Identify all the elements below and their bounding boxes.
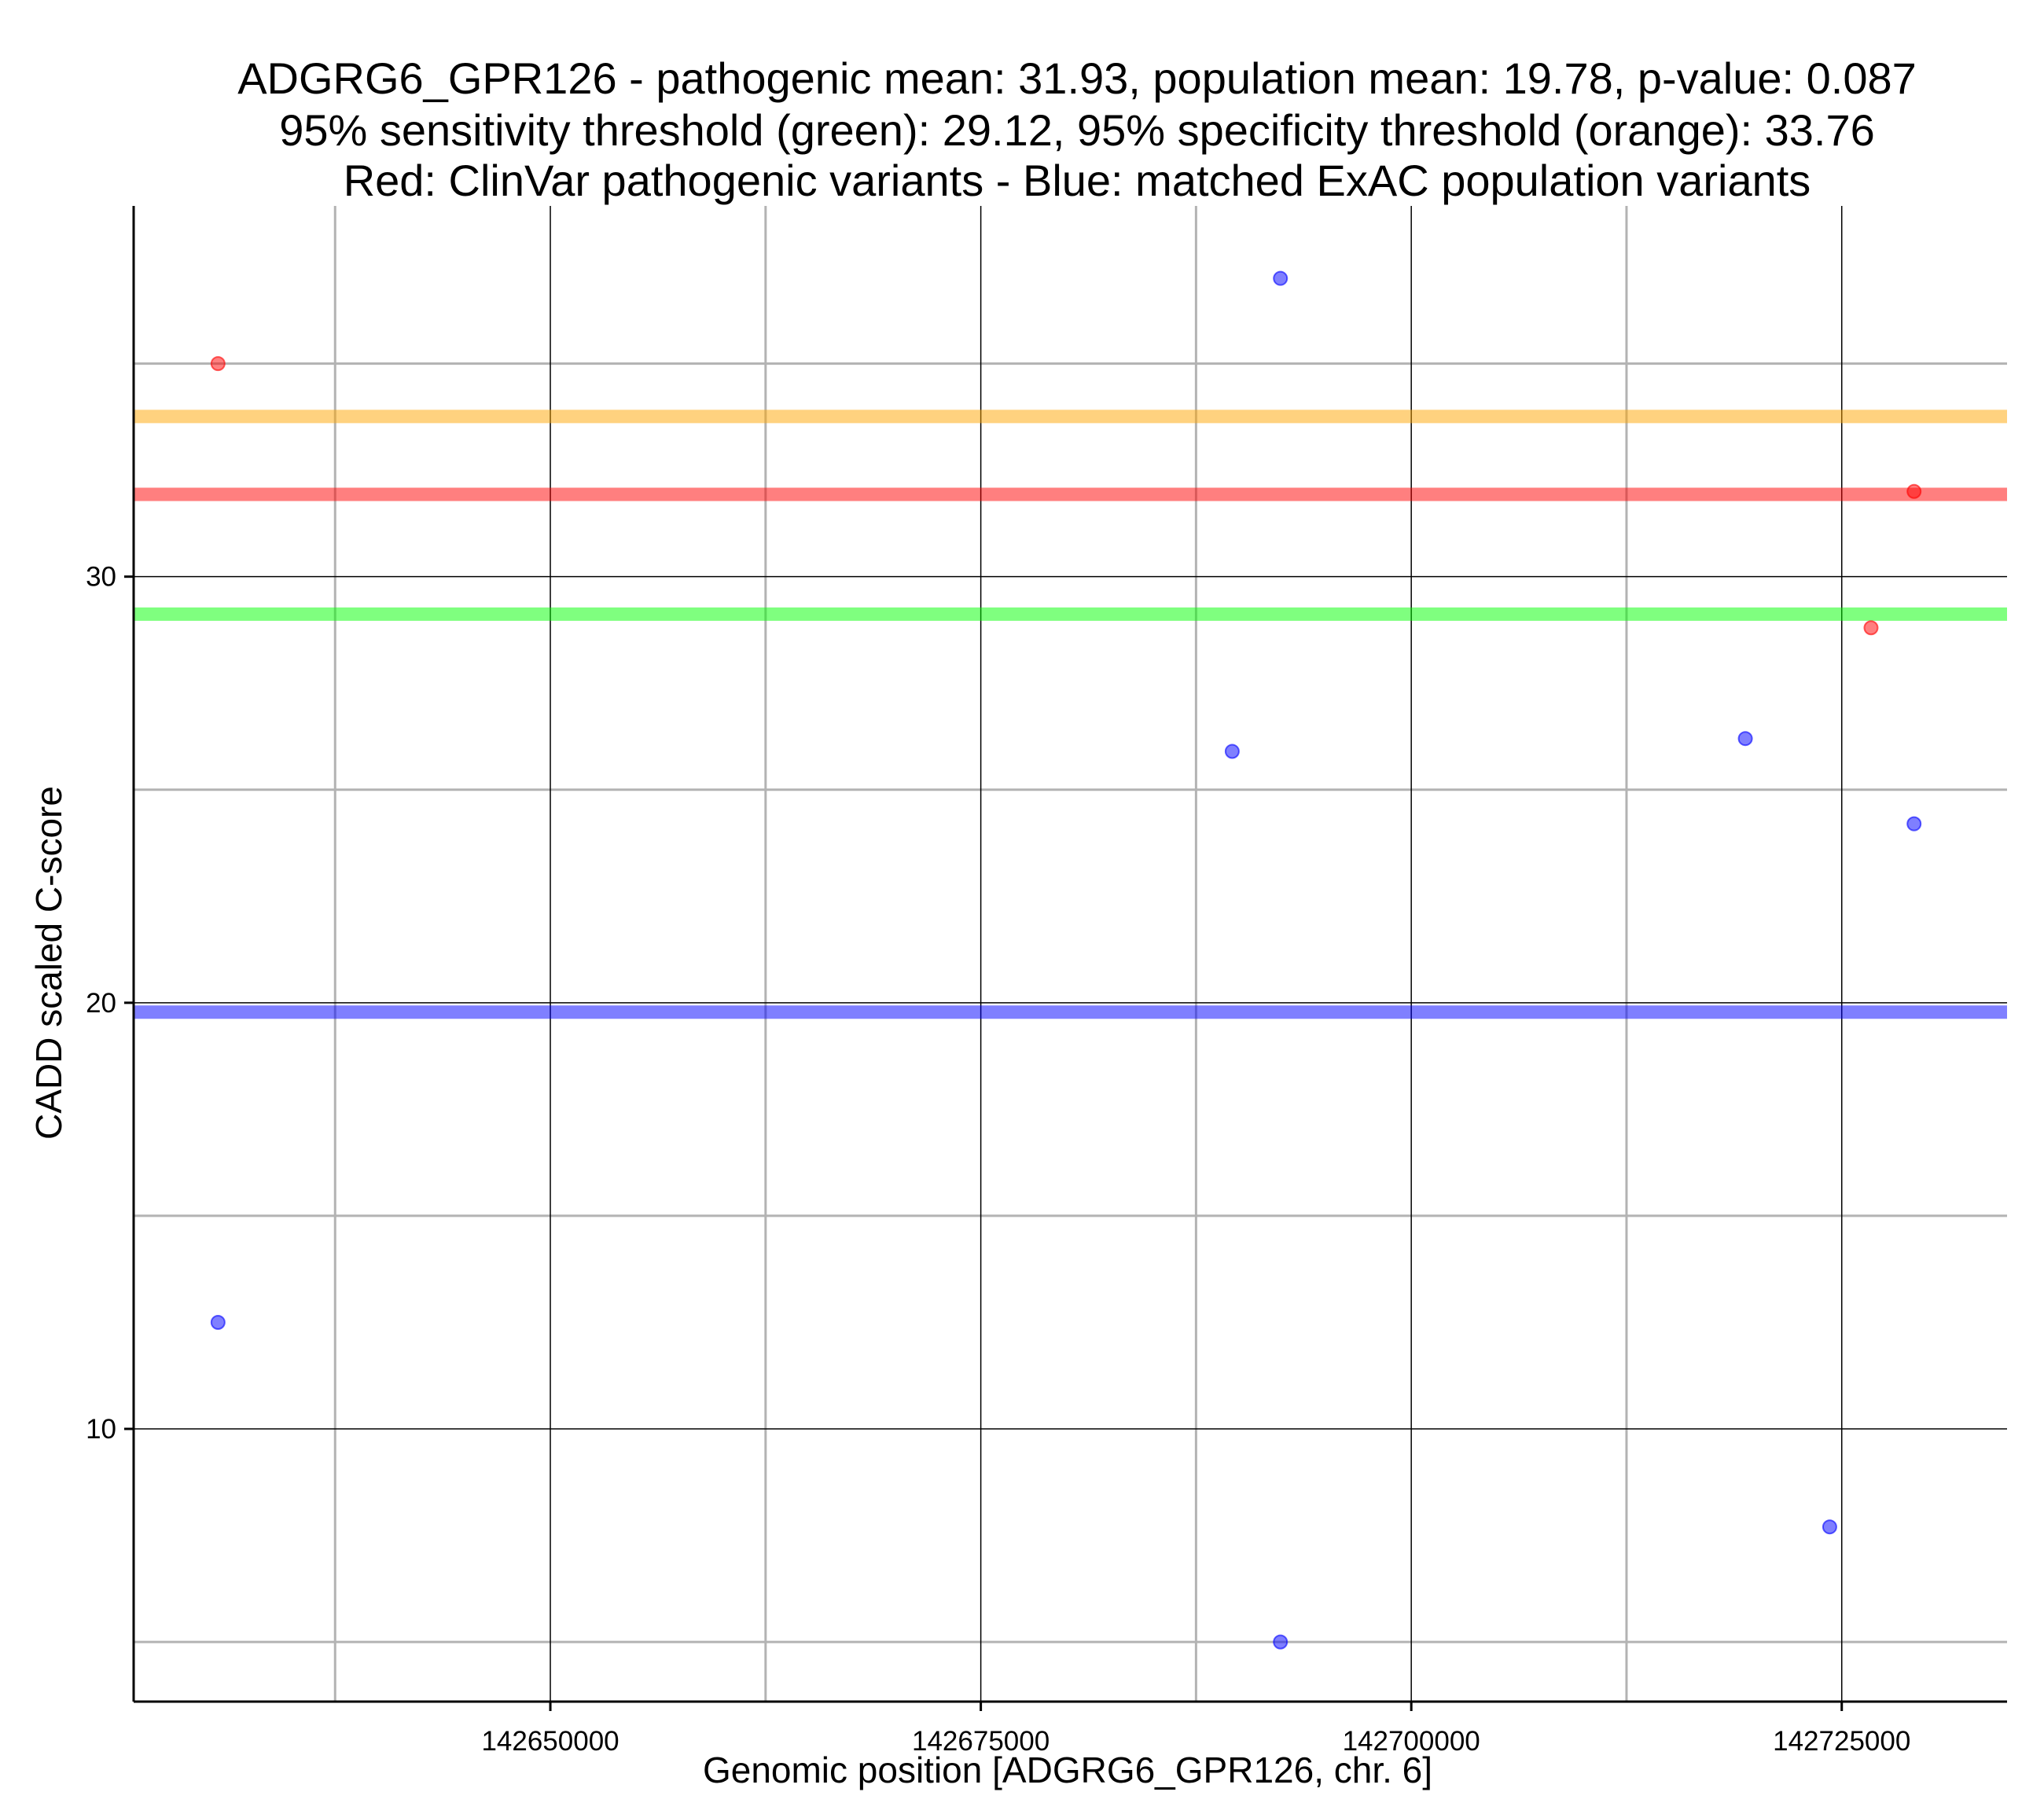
x-tick-label: 142650000 xyxy=(481,1726,619,1757)
major-gridlines xyxy=(134,206,2007,1702)
minor-gridlines xyxy=(134,206,2007,1702)
x-tick-label: 142725000 xyxy=(1773,1726,1910,1757)
x-axis-label: Genomic position [ADGRG6_GPR126, chr. 6] xyxy=(703,1750,1432,1790)
population-point xyxy=(1822,1519,1837,1535)
chart-title-line-1: ADGRG6_GPR126 - pathogenic mean: 31.93, … xyxy=(237,53,1917,103)
y-tick-label: 30 xyxy=(86,562,116,593)
population-point xyxy=(1906,816,1922,832)
population-point xyxy=(1273,1634,1289,1650)
population-point xyxy=(1273,270,1289,286)
x-tick-label: 142675000 xyxy=(912,1726,1050,1757)
threshold-lines xyxy=(134,409,2007,1019)
y-tick-label: 20 xyxy=(86,988,116,1019)
y-axis-label: CADD scaled C-score xyxy=(28,786,69,1140)
x-tick-label: 142700000 xyxy=(1343,1726,1480,1757)
population-point xyxy=(210,1314,226,1330)
pathogenic-point xyxy=(210,356,226,372)
chart-title-line-3: Red: ClinVar pathogenic variants - Blue:… xyxy=(343,156,1811,205)
pathogenic-point xyxy=(1863,620,1879,636)
data-points xyxy=(210,270,1922,1650)
population-point xyxy=(1737,731,1753,747)
axis-ticks: 10 20 30 142650000 142675000 142700000 1427250… xyxy=(86,562,1910,1757)
chart-title-line-2: 95% sensitivity threshold (green): 29.12… xyxy=(279,105,1875,155)
population-point xyxy=(1224,744,1240,759)
y-tick-label: 10 xyxy=(86,1414,116,1445)
pathogenic-point xyxy=(1906,483,1922,499)
